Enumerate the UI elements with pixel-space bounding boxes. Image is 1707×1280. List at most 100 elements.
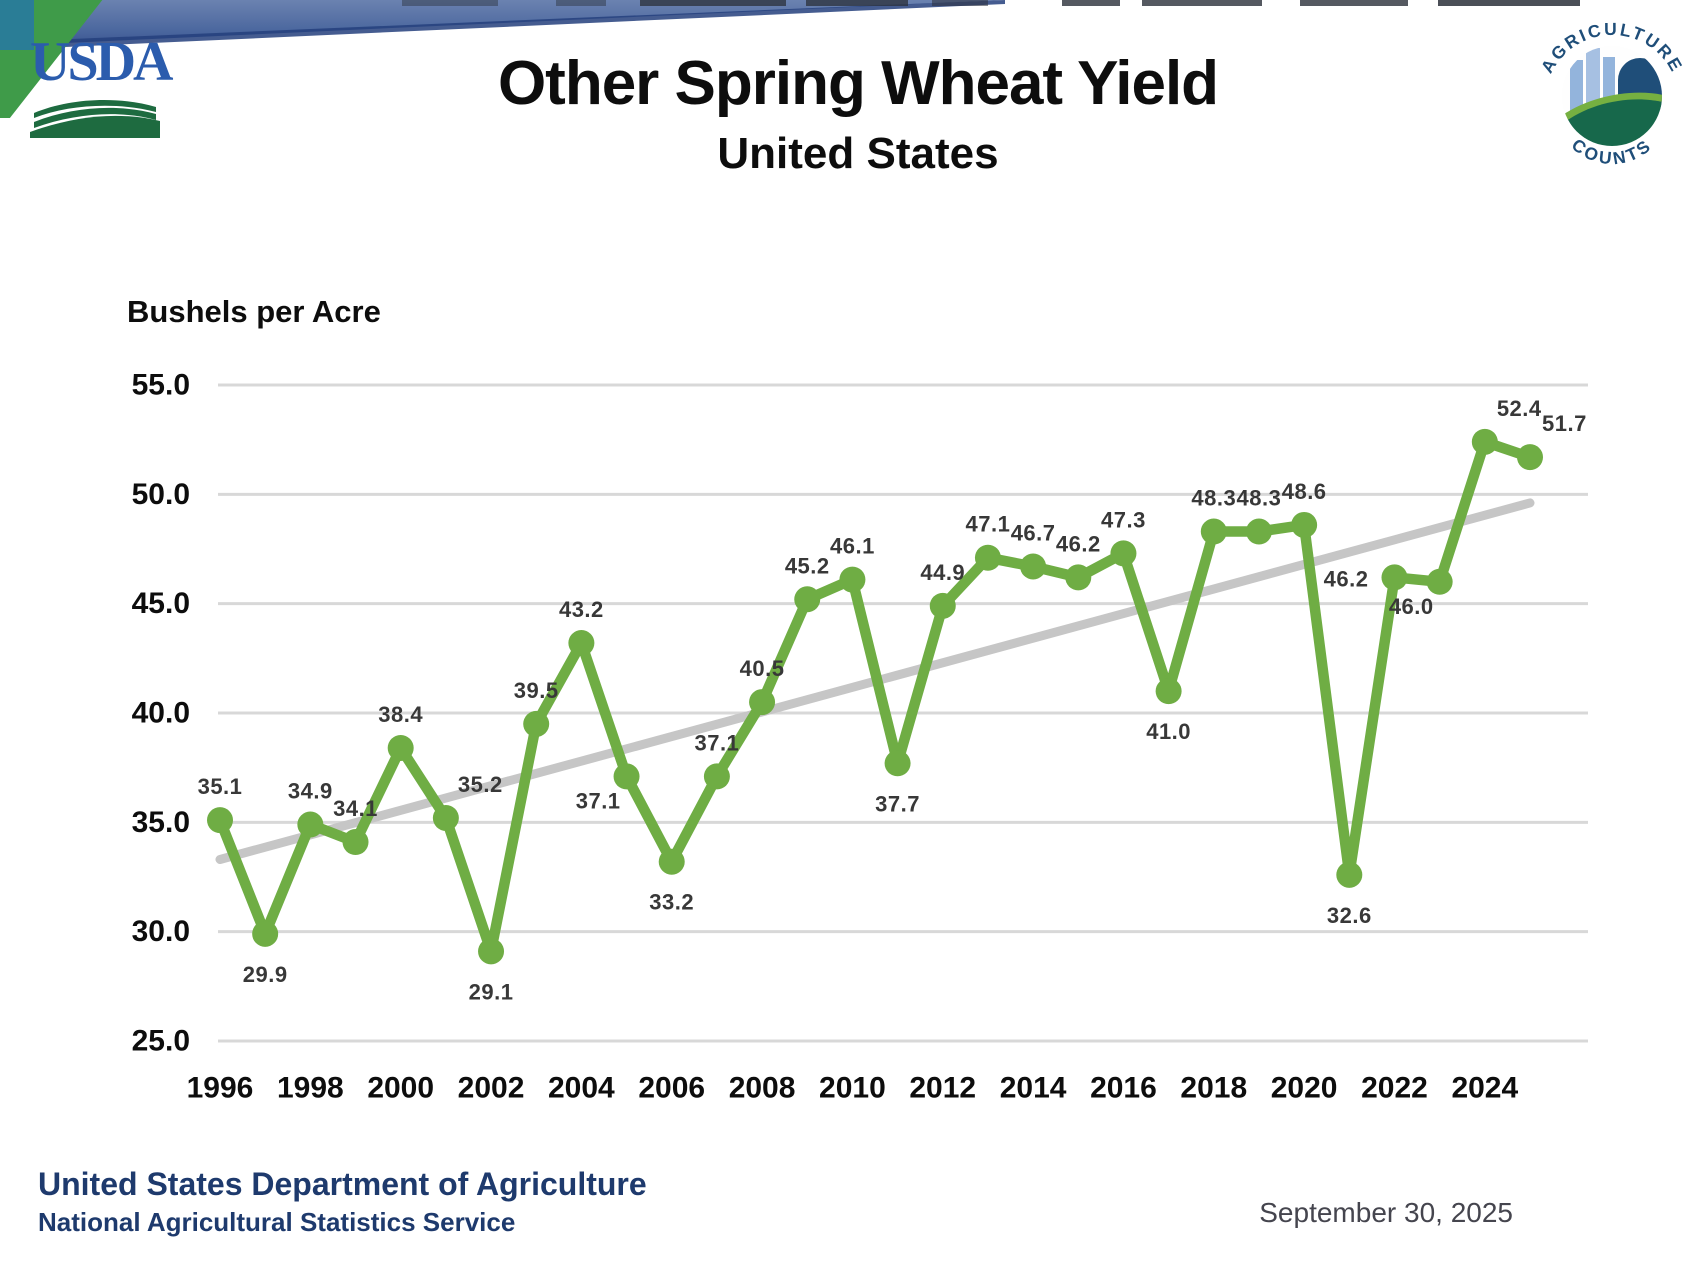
footer-department: United States Department of Agriculture	[38, 1166, 647, 1202]
data-point	[252, 920, 279, 947]
data-point	[342, 829, 369, 856]
data-point-label: 48.3	[1191, 486, 1236, 511]
data-point-label: 34.1	[333, 796, 378, 821]
series-line	[214, 436, 1536, 957]
data-point-label: 37.7	[875, 791, 920, 816]
data-point-label: 46.2	[1324, 566, 1369, 591]
usda-logo-text: USDA	[30, 31, 173, 93]
y-tick-label: 55.0	[132, 369, 190, 402]
data-point-label: 47.3	[1101, 507, 1146, 532]
usda-logo: USDA	[30, 31, 173, 140]
data-point	[1336, 861, 1363, 888]
data-point	[297, 811, 324, 838]
y-tick-label: 35.0	[132, 806, 190, 839]
top-edge-artifact	[556, 0, 606, 6]
data-point-label: 34.9	[288, 779, 333, 804]
x-tick-label: 2020	[1271, 1072, 1338, 1105]
page-subtitle: United States	[717, 129, 999, 178]
y-tick-label: 45.0	[132, 587, 190, 620]
y-axis-title: Bushels per Acre	[127, 294, 381, 329]
data-point-label: 29.1	[469, 979, 514, 1004]
data-point-label: 46.7	[1011, 520, 1056, 545]
data-point-label: 43.2	[559, 597, 604, 622]
data-point-label: 38.4	[378, 702, 423, 727]
data-point-label: 52.4	[1497, 396, 1542, 421]
top-edge-artifact	[1142, 0, 1262, 6]
top-edge-artifact	[1062, 0, 1120, 6]
data-point	[884, 750, 911, 777]
data-point-label: 35.2	[458, 772, 503, 797]
data-point	[703, 763, 730, 790]
x-tick-label: 2000	[367, 1072, 434, 1105]
top-edge-artifact	[1438, 0, 1580, 6]
top-edge-artifact	[640, 0, 786, 6]
data-point	[1065, 564, 1092, 591]
corner-teal-block	[0, 0, 34, 50]
data-point	[1020, 553, 1047, 580]
x-tick-label: 2006	[638, 1072, 705, 1105]
agcounts-cityscape	[1562, 48, 1662, 146]
x-tick-label: 2008	[729, 1072, 796, 1105]
data-point	[432, 804, 459, 831]
y-tick-label: 40.0	[132, 697, 190, 730]
data-point-label: 47.1	[966, 512, 1011, 537]
x-tick-label: 2016	[1090, 1072, 1157, 1105]
top-edge-artifact	[932, 0, 988, 6]
data-point	[568, 630, 595, 657]
data-point-label: 46.1	[830, 534, 875, 559]
data-point-label: 48.3	[1237, 486, 1282, 511]
page-title: Other Spring Wheat Yield	[497, 49, 1219, 118]
data-point-label: 35.1	[198, 774, 243, 799]
data-point	[613, 763, 640, 790]
data-point-label: 29.9	[243, 962, 288, 987]
data-point	[794, 586, 821, 613]
data-point	[1200, 518, 1227, 545]
data-point	[387, 734, 414, 761]
data-point	[749, 689, 776, 716]
usda-swoosh-icon	[30, 100, 160, 139]
x-tick-label: 2022	[1361, 1072, 1428, 1105]
data-point	[1245, 518, 1272, 545]
data-point-label: 46.2	[1056, 531, 1101, 556]
data-point	[839, 566, 866, 593]
y-tick-label: 25.0	[132, 1025, 190, 1058]
x-tick-label: 2004	[548, 1072, 615, 1105]
data-point-label: 44.9	[920, 560, 965, 585]
data-point-label: 37.1	[576, 788, 621, 813]
data-point-label: 41.0	[1146, 719, 1191, 744]
data-point	[929, 592, 956, 619]
data-point	[478, 938, 505, 965]
footer-agency: National Agricultural Statistics Service	[38, 1207, 516, 1237]
top-edge-artifact	[1300, 0, 1408, 6]
x-tick-label: 1996	[187, 1072, 254, 1105]
x-tick-label: 2018	[1180, 1072, 1247, 1105]
data-point-label: 46.0	[1389, 594, 1434, 619]
top-edge-artifact	[402, 0, 498, 6]
report-date: September 30, 2025	[1259, 1197, 1513, 1228]
data-point-label: 45.2	[785, 553, 830, 578]
x-tick-label: 2014	[1000, 1072, 1067, 1105]
data-point-label: 40.5	[740, 656, 785, 681]
data-point	[1110, 540, 1137, 567]
data-point	[523, 710, 550, 737]
y-tick-label: 50.0	[132, 478, 190, 511]
data-point	[1291, 511, 1318, 538]
title-block: Other Spring Wheat Yield United States	[253, 48, 1463, 179]
agriculture-counts-logo: AGRICULTURE COUNTS	[1537, 19, 1685, 168]
data-point-label: 51.7	[1542, 411, 1587, 436]
y-tick-label: 30.0	[132, 915, 190, 948]
x-tick-label: 1998	[277, 1072, 344, 1105]
data-point-label: 39.5	[514, 678, 559, 703]
data-point-label: 48.6	[1282, 479, 1327, 504]
x-tick-label: 2002	[458, 1072, 525, 1105]
data-point	[1426, 568, 1453, 595]
data-point	[974, 544, 1001, 571]
data-point	[1471, 428, 1498, 455]
data-point-label: 37.1	[694, 730, 739, 755]
data-point	[1155, 678, 1182, 705]
top-edge-artifact	[806, 0, 908, 6]
data-point-label: 33.2	[649, 890, 694, 915]
data-point-label: 32.6	[1327, 903, 1372, 928]
